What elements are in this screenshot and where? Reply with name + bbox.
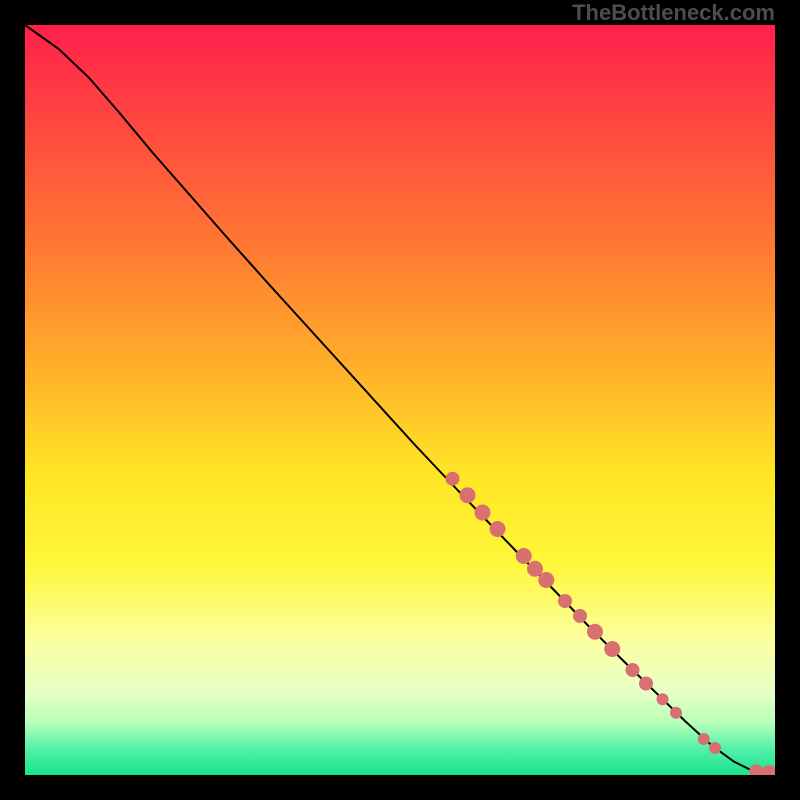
scatter-point <box>516 548 532 564</box>
watermark-text: TheBottleneck.com <box>572 0 775 26</box>
scatter-point <box>657 693 669 705</box>
gradient-background <box>25 25 775 775</box>
scatter-point <box>446 472 460 486</box>
scatter-point <box>460 487 476 503</box>
scatter-point <box>587 624 603 640</box>
scatter-point <box>604 641 620 657</box>
scatter-point <box>558 594 572 608</box>
scatter-point <box>626 663 640 677</box>
scatter-point <box>475 505 491 521</box>
scatter-point <box>670 707 682 719</box>
scatter-point <box>639 677 653 691</box>
scatter-point <box>490 521 506 537</box>
plot-svg <box>25 25 775 775</box>
chart-stage: TheBottleneck.com <box>0 0 800 800</box>
scatter-point <box>573 609 587 623</box>
plot-area <box>25 25 775 775</box>
scatter-point <box>538 572 554 588</box>
scatter-point <box>698 733 710 745</box>
scatter-point <box>709 742 721 754</box>
